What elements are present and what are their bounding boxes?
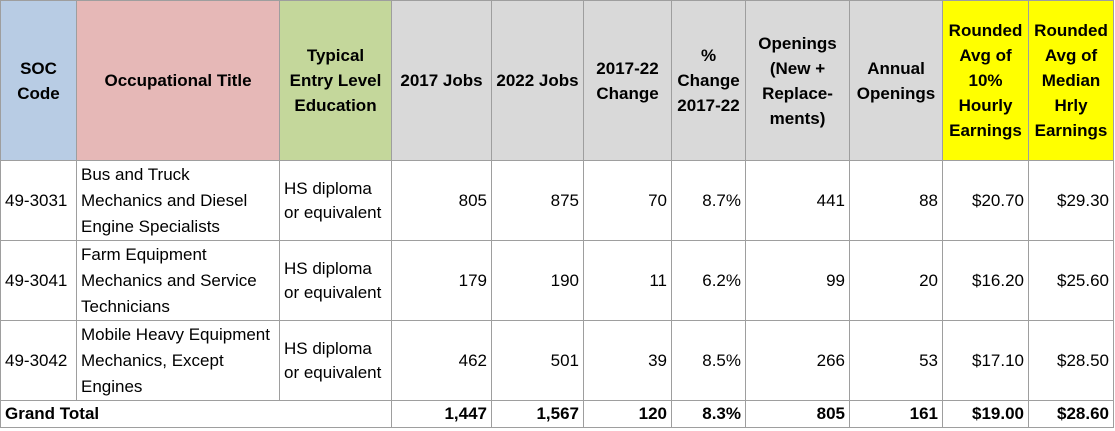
education-cell[interactable]: HS diploma or equivalent <box>279 160 392 241</box>
total-jobs-2022-cell[interactable]: 1,567 <box>491 400 584 428</box>
jobs-2017-cell[interactable]: 179 <box>391 240 492 321</box>
header-jobs-2022[interactable]: 2022 Jobs <box>491 0 584 161</box>
avg-median-hourly-cell[interactable]: $25.60 <box>1028 240 1114 321</box>
header-education[interactable]: Typical Entry Level Education <box>279 0 392 161</box>
jobs-2017-cell[interactable]: 462 <box>391 320 492 401</box>
jobs-2022-cell[interactable]: 875 <box>491 160 584 241</box>
change-cell[interactable]: 39 <box>583 320 672 401</box>
soc-code-cell[interactable]: 49-3031 <box>0 160 77 241</box>
header-row: SOC Code Occupational Title Typical Entr… <box>0 0 1114 161</box>
change-cell[interactable]: 11 <box>583 240 672 321</box>
jobs-2022-cell[interactable]: 501 <box>491 320 584 401</box>
occupational-title-cell[interactable]: Mobile Heavy Equipment Mechanics, Except… <box>76 320 280 401</box>
openings-cell[interactable]: 266 <box>745 320 850 401</box>
table-row: 49-3042 Mobile Heavy Equipment Mechanics… <box>0 320 1114 401</box>
pct-change-cell[interactable]: 8.5% <box>671 320 746 401</box>
header-occupational-title[interactable]: Occupational Title <box>76 0 280 161</box>
header-pct-change[interactable]: % Change 2017-22 <box>671 0 746 161</box>
grand-total-row: Grand Total 1,447 1,567 120 8.3% 805 161… <box>0 400 1114 428</box>
total-avg-median-hourly-cell[interactable]: $28.60 <box>1028 400 1114 428</box>
header-change[interactable]: 2017-22 Change <box>583 0 672 161</box>
header-avg-median-hourly[interactable]: Rounded Avg of Median Hrly Earnings <box>1028 0 1114 161</box>
total-openings-cell[interactable]: 805 <box>745 400 850 428</box>
change-cell[interactable]: 70 <box>583 160 672 241</box>
table-row: 49-3041 Farm Equipment Mechanics and Ser… <box>0 240 1114 321</box>
header-soc-code[interactable]: SOC Code <box>0 0 77 161</box>
jobs-2022-cell[interactable]: 190 <box>491 240 584 321</box>
education-cell[interactable]: HS diploma or equivalent <box>279 240 392 321</box>
header-annual-openings[interactable]: Annual Openings <box>849 0 943 161</box>
jobs-2017-cell[interactable]: 805 <box>391 160 492 241</box>
openings-cell[interactable]: 441 <box>745 160 850 241</box>
annual-openings-cell[interactable]: 53 <box>849 320 943 401</box>
avg-median-hourly-cell[interactable]: $29.30 <box>1028 160 1114 241</box>
avg-10pct-hourly-cell[interactable]: $16.20 <box>942 240 1029 321</box>
total-jobs-2017-cell[interactable]: 1,447 <box>391 400 492 428</box>
header-openings[interactable]: Openings (New + Replace-ments) <box>745 0 850 161</box>
total-change-cell[interactable]: 120 <box>583 400 672 428</box>
avg-10pct-hourly-cell[interactable]: $20.70 <box>942 160 1029 241</box>
pct-change-cell[interactable]: 6.2% <box>671 240 746 321</box>
total-avg-10pct-hourly-cell[interactable]: $19.00 <box>942 400 1029 428</box>
table-row: 49-3031 Bus and Truck Mechanics and Dies… <box>0 160 1114 241</box>
total-pct-change-cell[interactable]: 8.3% <box>671 400 746 428</box>
education-cell[interactable]: HS diploma or equivalent <box>279 320 392 401</box>
total-annual-openings-cell[interactable]: 161 <box>849 400 943 428</box>
avg-median-hourly-cell[interactable]: $28.50 <box>1028 320 1114 401</box>
pct-change-cell[interactable]: 8.7% <box>671 160 746 241</box>
annual-openings-cell[interactable]: 88 <box>849 160 943 241</box>
avg-10pct-hourly-cell[interactable]: $17.10 <box>942 320 1029 401</box>
grand-total-label[interactable]: Grand Total <box>0 400 392 428</box>
header-avg-10pct-hourly[interactable]: Rounded Avg of 10% Hourly Earnings <box>942 0 1029 161</box>
header-jobs-2017[interactable]: 2017 Jobs <box>391 0 492 161</box>
occupational-title-cell[interactable]: Farm Equipment Mechanics and Service Tec… <box>76 240 280 321</box>
soc-code-cell[interactable]: 49-3042 <box>0 320 77 401</box>
openings-cell[interactable]: 99 <box>745 240 850 321</box>
annual-openings-cell[interactable]: 20 <box>849 240 943 321</box>
occupational-title-cell[interactable]: Bus and Truck Mechanics and Diesel Engin… <box>76 160 280 241</box>
soc-code-cell[interactable]: 49-3041 <box>0 240 77 321</box>
